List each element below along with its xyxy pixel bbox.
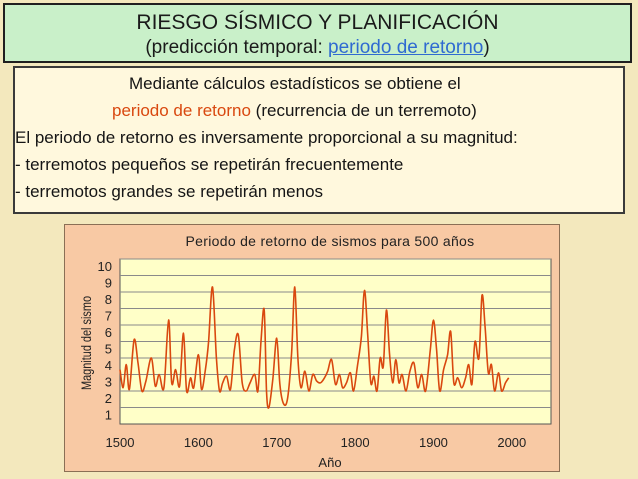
explanation-box: Mediante cálculos estadísticos se obtien… [13,66,625,214]
y-tick-labels: 1 23 45 67 89 10 [98,259,112,423]
text-line-2: periodo de retorno (recurrencia de un te… [112,101,477,121]
text-line-2-rest: (recurrencia de un terremoto) [250,101,477,120]
text-line-5: - terremotos grandes se repetirán menos [15,182,324,201]
y-axis-label: Magnitud del sismo [79,296,95,390]
page-subtitle: (predicción temporal: periodo de retorno… [5,35,630,61]
chart-panel: Periodo de retorno de sismos para 500 añ… [64,224,560,472]
page-title: RIESGO SÍSMICO Y PLANIFICACIÓN [136,11,499,34]
x-axis-label: Año [318,455,341,470]
y-tick-label: 2 [105,391,112,406]
y-tick-label: 1 [105,408,112,423]
y-tick-label: 7 [105,309,112,324]
x-tick-label: 1900 [419,435,448,450]
y-tick-label: 6 [105,325,112,340]
x-tick-label: 1600 [184,435,213,450]
subtitle-close: ) [483,37,490,58]
x-tick-label: 2000 [497,435,526,450]
y-tick-label: 5 [105,342,112,357]
y-tick-label: 9 [105,276,112,291]
x-tick-labels: 1500 1600 1700 1800 1900 2000 [106,435,527,450]
y-tick-label: 3 [105,375,112,390]
x-tick-label: 1800 [341,435,370,450]
text-line-1: Mediante cálculos estadísticos se obtien… [129,74,461,93]
return-period-highlight: periodo de retorno [112,101,251,120]
x-tick-label: 1700 [262,435,291,450]
y-tick-label: 4 [105,358,112,373]
text-line-3: El periodo de retorno es inversamente pr… [15,128,518,147]
title-banner: RIESGO SÍSMICO Y PLANIFICACIÓN (predicci… [3,3,632,63]
y-tick-label: 8 [105,292,112,307]
subtitle-link[interactable]: periodo de retorno [328,37,484,58]
y-tick-label: 10 [98,259,112,274]
text-line-4: - terremotos pequeños se repetirán frecu… [15,155,404,174]
grid-lines [120,258,551,408]
subtitle-open: (predicción temporal: [145,37,329,58]
x-tick-label: 1500 [106,435,135,450]
return-period-chart: Periodo de retorno de sismos para 500 añ… [79,233,552,470]
chart-title: Periodo de retorno de sismos para 500 añ… [186,233,475,249]
series-line [119,286,510,409]
